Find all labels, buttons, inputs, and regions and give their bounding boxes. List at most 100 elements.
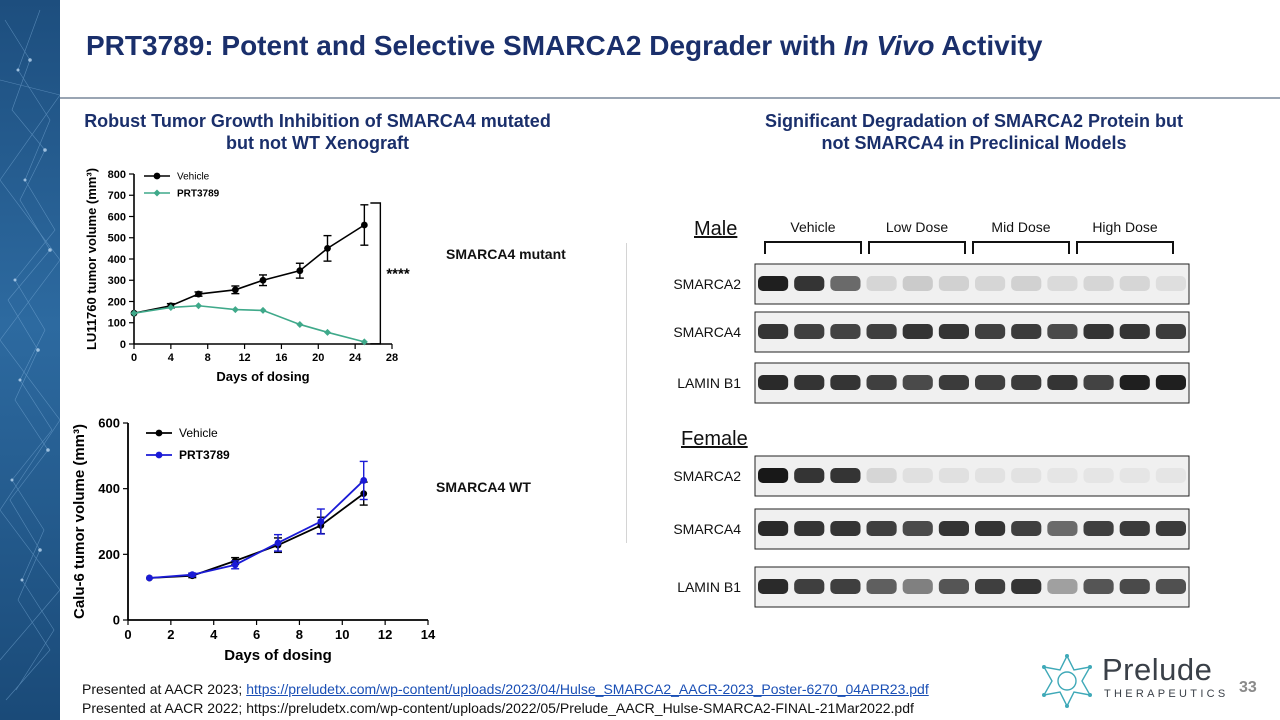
- blot-band: [866, 375, 897, 390]
- blot-band: [758, 521, 789, 536]
- y-tick-label: 400: [98, 481, 120, 496]
- blot-band: [794, 468, 825, 483]
- data-point: [360, 338, 368, 346]
- sidebar-decoration: [0, 0, 60, 720]
- series-line-vehicle: [133, 224, 365, 314]
- blot-band: [1047, 521, 1078, 536]
- significance-label: ****: [386, 265, 410, 282]
- legend-marker: [153, 189, 161, 197]
- calu6-tumor-volume-chart: 0 200 400 600 0 2 4 6 8 10 12 14 Days of dosing Calu-…: [71, 416, 436, 664]
- blot-band: [1047, 276, 1078, 291]
- data-point: [296, 267, 304, 275]
- blot-band: [830, 579, 861, 594]
- page-title: PRT3789: Potent and Selective SMARCA2 De…: [86, 30, 1043, 61]
- blot-band: [1083, 276, 1114, 291]
- x-tick-label: 28: [386, 352, 398, 364]
- blot-band: [1155, 468, 1186, 483]
- blot-band: [902, 375, 933, 390]
- blot-band: [830, 276, 861, 291]
- legend-label: Vehicle: [179, 426, 218, 440]
- legend-label: PRT3789: [179, 448, 230, 462]
- blot-band: [1047, 375, 1078, 390]
- blot-band: [902, 324, 933, 339]
- x-axis-label: Days of dosing: [224, 647, 332, 664]
- blot-band: [938, 276, 969, 291]
- blot-band: [1011, 375, 1042, 390]
- data-point: [324, 328, 331, 336]
- prelude-logo: Prelude THERAPEUTICS: [1036, 650, 1226, 712]
- y-tick-label: 0: [113, 613, 120, 628]
- blot-band: [1083, 468, 1114, 483]
- blot-band: [1011, 276, 1042, 291]
- blot-band: [975, 468, 1006, 483]
- blot-band: [1011, 468, 1042, 483]
- dose-group-bracket: [764, 241, 862, 254]
- x-tick-label: 4: [210, 627, 218, 642]
- legend-label: Vehicle: [177, 172, 210, 183]
- x-tick-label: 12: [238, 352, 250, 364]
- blot-band: [1011, 579, 1042, 594]
- series-line-prt3789: [149, 479, 365, 579]
- dose-group-bracket: [972, 241, 1070, 254]
- blot-band: [830, 468, 861, 483]
- blot-band: [938, 324, 969, 339]
- y-tick-label: 700: [108, 190, 126, 202]
- blot-band: [1155, 375, 1186, 390]
- x-tick-label: 24: [349, 352, 362, 364]
- prelude-molecule-icon: [1042, 654, 1092, 708]
- blot-band: [1047, 468, 1078, 483]
- data-point: [146, 574, 153, 582]
- data-point: [259, 276, 267, 284]
- y-tick-label: 100: [108, 318, 126, 330]
- blot-band: [975, 324, 1006, 339]
- blot-band: [1155, 579, 1186, 594]
- legend-marker: [155, 429, 163, 437]
- blot-band: [866, 521, 897, 536]
- blot-band: [1011, 521, 1042, 536]
- x-tick-label: 12: [378, 627, 392, 642]
- data-point: [231, 561, 239, 569]
- blot-band: [1119, 521, 1150, 536]
- dose-group-label: Low Dose: [886, 219, 948, 235]
- data-point: [324, 244, 331, 252]
- blot-band: [938, 579, 969, 594]
- blot-band: [1083, 375, 1114, 390]
- x-axis-label: Days of dosing: [216, 369, 309, 384]
- x-tick-label: 14: [421, 627, 436, 642]
- x-tick-label: 20: [312, 352, 324, 364]
- blot-band: [1047, 324, 1078, 339]
- blot-panel-title: Female: [681, 428, 748, 450]
- blot-row-label: LAMIN B1: [677, 579, 741, 595]
- blot-band: [758, 579, 789, 594]
- blot-band: [866, 324, 897, 339]
- blot-band: [1155, 276, 1186, 291]
- blot-strip: [754, 508, 1190, 550]
- blot-row-label: SMARCA4: [673, 324, 741, 340]
- data-point: [259, 306, 267, 314]
- blot-row-label: SMARCA4: [673, 521, 741, 537]
- blot-strip: [754, 263, 1190, 305]
- blot-row-label: SMARCA2: [673, 276, 741, 292]
- blot-band: [1155, 521, 1186, 536]
- blot-band: [830, 324, 861, 339]
- blot-band: [902, 468, 933, 483]
- legend-marker: [153, 172, 161, 180]
- aacr-2023-poster-link[interactable]: https://preludetx.com/wp-content/uploads…: [246, 681, 929, 697]
- blot-band: [1119, 375, 1150, 390]
- blot-band: [902, 579, 933, 594]
- blot-band: [938, 375, 969, 390]
- blot-panel-title: Male: [694, 218, 737, 240]
- blot-row-label: SMARCA2: [673, 468, 741, 484]
- blot-band: [1155, 324, 1186, 339]
- blot-band: [975, 579, 1006, 594]
- left-section-heading: Robust Tumor Growth Inhibition of SMARCA…: [84, 111, 551, 153]
- data-point: [360, 221, 368, 229]
- data-point: [360, 477, 368, 484]
- blot-band: [866, 276, 897, 291]
- y-tick-label: 600: [108, 211, 126, 223]
- y-tick-label: 0: [120, 339, 126, 351]
- blot-band: [830, 375, 861, 390]
- x-tick-label: 2: [167, 627, 174, 642]
- x-tick-label: 6: [253, 627, 260, 642]
- blot-band: [938, 521, 969, 536]
